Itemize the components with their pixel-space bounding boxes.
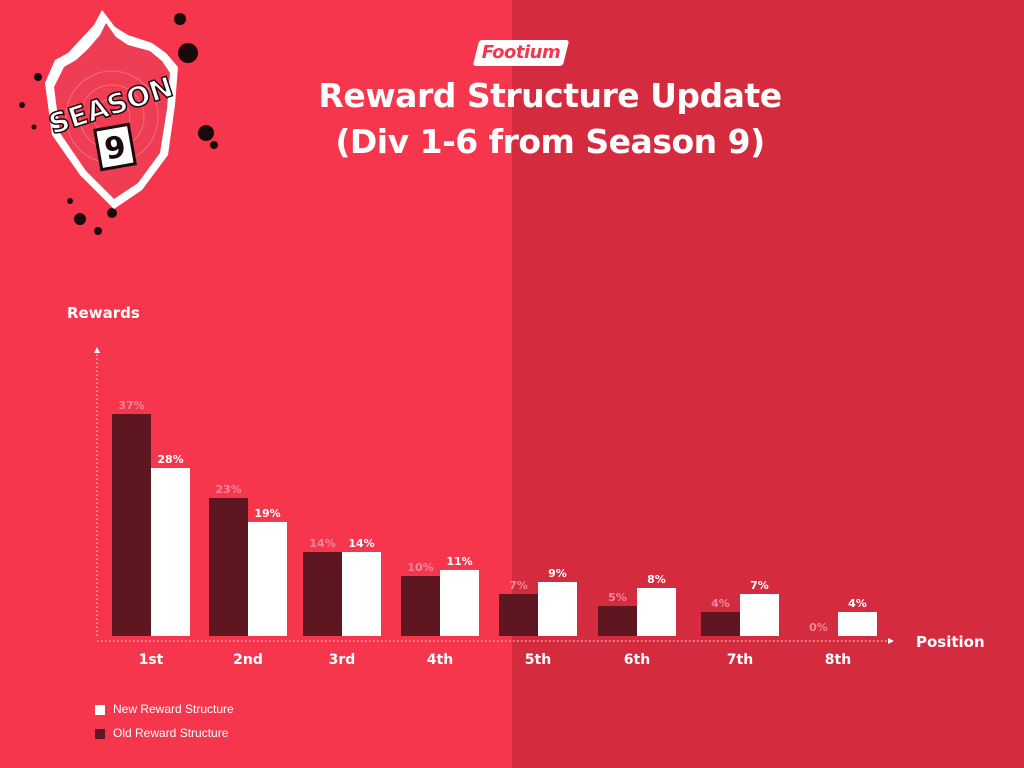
page-title-line-1: Reward Structure Update: [318, 76, 782, 115]
x-tick-label-5th: 5th: [525, 652, 551, 668]
chart-axes: [94, 347, 894, 644]
data-label-old-3rd: 14%: [309, 537, 335, 550]
chart-labels: Rewards Position 37% 28% 1st 23% 19% 2nd 14% 14% 3…: [67, 304, 985, 668]
bar-old-3rd: [303, 552, 342, 636]
legend-swatch-old: [95, 729, 105, 739]
bar-new-1st: [151, 468, 190, 636]
bar-old-7th: [701, 612, 740, 636]
legend-label-new: New Reward Structure: [113, 702, 234, 716]
bar-new-5th: [538, 582, 577, 636]
data-label-new-6th: 8%: [647, 573, 666, 586]
data-label-new-5th: 9%: [548, 567, 567, 580]
bar-old-1st: [112, 414, 151, 636]
legend-label-old: Old Reward Structure: [113, 726, 229, 740]
y-axis-title: Rewards: [67, 304, 140, 322]
data-label-new-2nd: 19%: [254, 507, 280, 520]
chart-bars: [112, 414, 877, 636]
bar-old-2nd: [209, 498, 248, 636]
data-label-new-1st: 28%: [157, 453, 183, 466]
legend-swatch-new: [95, 705, 105, 715]
x-tick-label-6th: 6th: [624, 652, 650, 668]
data-label-old-2nd: 23%: [215, 483, 241, 496]
background-right-panel: [512, 0, 1024, 768]
logo-text: Footium: [481, 42, 561, 63]
bar-new-6th: [637, 588, 676, 636]
data-label-old-7th: 4%: [711, 597, 730, 610]
data-label-new-7th: 7%: [750, 579, 769, 592]
bar-new-4th: [440, 570, 479, 636]
data-label-new-8th: 4%: [848, 597, 867, 610]
bar-old-4th: [401, 576, 440, 636]
x-tick-label-8th: 8th: [825, 652, 851, 668]
x-tick-label-4th: 4th: [427, 652, 453, 668]
x-axis-title: Position: [916, 633, 985, 651]
x-tick-label-2nd: 2nd: [233, 652, 263, 668]
bar-new-2nd: [248, 522, 287, 636]
bar-old-5th: [499, 594, 538, 636]
bar-new-3rd: [342, 552, 381, 636]
data-label-new-4th: 11%: [446, 555, 472, 568]
x-tick-label-7th: 7th: [727, 652, 753, 668]
data-label-old-8th: 0%: [809, 621, 828, 634]
x-axis-arrow-icon: [888, 638, 894, 644]
season-badge-icon: SEASON 9: [19, 10, 218, 235]
data-label-new-3rd: 14%: [348, 537, 374, 550]
data-label-old-6th: 5%: [608, 591, 627, 604]
x-tick-label-3rd: 3rd: [329, 652, 356, 668]
data-label-old-5th: 7%: [509, 579, 528, 592]
bar-old-6th: [598, 606, 637, 636]
y-axis-arrow-icon: [94, 347, 100, 353]
footium-logo: Footium: [472, 40, 570, 66]
page-title-line-2: (Div 1-6 from Season 9): [335, 122, 765, 161]
bar-new-8th: [838, 612, 877, 636]
data-label-old-1st: 37%: [118, 399, 144, 412]
data-label-old-4th: 10%: [407, 561, 433, 574]
bar-new-7th: [740, 594, 779, 636]
x-tick-label-1st: 1st: [139, 652, 164, 668]
